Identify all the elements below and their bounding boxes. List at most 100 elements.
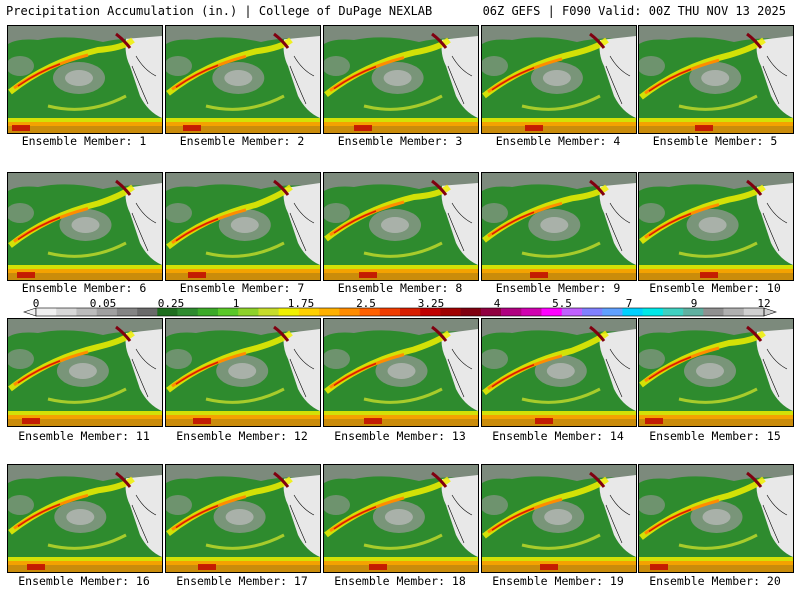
- precip-map-4: [482, 26, 636, 133]
- ensemble-member-label: Ensemble Member: 5: [652, 134, 778, 148]
- ensemble-member-label: Ensemble Member: 15: [649, 429, 781, 443]
- precip-map-11: [8, 319, 162, 426]
- ensemble-member-label: Ensemble Member: 9: [495, 281, 621, 295]
- colorbar-swatch: [278, 308, 300, 316]
- ensemble-member-label: Ensemble Member: 2: [179, 134, 305, 148]
- colorbar-swatch: [298, 308, 320, 316]
- ensemble-panel-11: [7, 318, 163, 427]
- colorbar-swatch: [76, 308, 97, 316]
- colorbar-swatch: [602, 308, 623, 316]
- colorbar-swatch: [561, 308, 583, 316]
- ensemble-member-label: Ensemble Member: 1: [21, 134, 147, 148]
- ensemble-member-label: Ensemble Member: 4: [495, 134, 621, 148]
- precip-map-12: [166, 319, 320, 426]
- colorbar-swatch: [683, 308, 704, 316]
- precip-map-15: [639, 319, 793, 426]
- ensemble-member-label: Ensemble Member: 3: [337, 134, 463, 148]
- colorbar-swatch: [177, 308, 199, 316]
- colorbar-swatch: [642, 308, 664, 316]
- ensemble-panel-9: [481, 172, 637, 281]
- colorbar-tick-label: 0.05: [89, 297, 117, 310]
- ensemble-panel-12: [165, 318, 321, 427]
- colorbar-swatch: [703, 308, 724, 316]
- colorbar-swatch: [582, 308, 603, 316]
- precip-map-9: [482, 173, 636, 280]
- colorbar-swatch: [379, 308, 401, 316]
- colorbar-tick-label: 2.5: [356, 297, 376, 310]
- colorbar-swatch: [541, 308, 563, 316]
- colorbar-swatch: [400, 308, 421, 316]
- ensemble-member-label: Ensemble Member: 12: [176, 429, 308, 443]
- precip-map-17: [166, 465, 320, 572]
- ensemble-panel-14: [481, 318, 637, 427]
- precip-map-1: [8, 26, 162, 133]
- colorbar-swatch: [662, 308, 684, 316]
- colorbar-swatch: [622, 308, 643, 316]
- ensemble-panel-19: [481, 464, 637, 573]
- ensemble-member-label: Ensemble Member: 11: [18, 429, 150, 443]
- colorbar-swatch: [480, 308, 502, 316]
- ensemble-panel-13: [323, 318, 479, 427]
- ensemble-panel-6: [7, 172, 163, 281]
- precip-map-14: [482, 319, 636, 426]
- ensemble-panel-10: [638, 172, 794, 281]
- precip-map-20: [639, 465, 793, 572]
- colorbar-swatch: [743, 308, 765, 316]
- ensemble-member-label: Ensemble Member: 10: [649, 281, 781, 295]
- colorbar-swatch: [258, 308, 279, 316]
- ensemble-panel-4: [481, 25, 637, 134]
- colorbar-tick-label: 0: [32, 297, 40, 310]
- colorbar-tick-label: 9: [690, 297, 698, 310]
- precip-map-18: [324, 465, 478, 572]
- colorbar-swatch: [157, 308, 178, 316]
- ensemble-panel-1: [7, 25, 163, 134]
- precip-map-5: [639, 26, 793, 133]
- colorbar-swatch: [137, 308, 158, 316]
- precip-map-16: [8, 465, 162, 572]
- colorbar: [23, 307, 777, 317]
- run-info: 06Z GEFS | F090 Valid: 00Z THU NOV 13 20…: [482, 4, 786, 18]
- ensemble-member-label: Ensemble Member: 20: [649, 574, 781, 588]
- colorbar-swatch: [723, 308, 745, 316]
- colorbar-swatch: [339, 308, 360, 316]
- colorbar-swatch: [96, 308, 118, 316]
- colorbar-tick-label: 4: [493, 297, 501, 310]
- map-title: Precipitation Accumulation (in.) | Colle…: [6, 4, 433, 18]
- colorbar-swatch: [521, 308, 542, 316]
- ensemble-member-label: Ensemble Member: 6: [21, 281, 147, 295]
- colorbar-tick-label: 0.25: [157, 297, 185, 310]
- colorbar-swatch: [440, 308, 461, 316]
- colorbar-tick-label: 7: [625, 297, 633, 310]
- colorbar-swatch: [56, 308, 77, 316]
- colorbar-swatch: [238, 308, 259, 316]
- ensemble-member-label: Ensemble Member: 7: [179, 281, 305, 295]
- precip-map-7: [166, 173, 320, 280]
- colorbar-swatch: [218, 308, 239, 316]
- colorbar-swatch: [197, 308, 219, 316]
- ensemble-member-label: Ensemble Member: 18: [334, 574, 466, 588]
- colorbar-tick-label: 5.5: [552, 297, 572, 310]
- ensemble-member-label: Ensemble Member: 19: [492, 574, 624, 588]
- precip-map-10: [639, 173, 793, 280]
- colorbar-tick-label: 12: [757, 297, 771, 310]
- colorbar-swatch: [116, 308, 138, 316]
- colorbar-tick-label: 3.25: [417, 297, 445, 310]
- precip-map-3: [324, 26, 478, 133]
- colorbar-swatch: [319, 308, 340, 316]
- ensemble-member-label: Ensemble Member: 16: [18, 574, 150, 588]
- colorbar-swatch: [359, 308, 381, 316]
- ensemble-panel-16: [7, 464, 163, 573]
- precip-map-19: [482, 465, 636, 572]
- ensemble-panel-7: [165, 172, 321, 281]
- colorbar-tick-label: 1.75: [287, 297, 315, 310]
- precip-map-6: [8, 173, 162, 280]
- colorbar-swatch: [460, 308, 482, 316]
- ensemble-panel-20: [638, 464, 794, 573]
- ensemble-panel-2: [165, 25, 321, 134]
- precip-map-8: [324, 173, 478, 280]
- colorbar-swatch: [36, 308, 57, 316]
- ensemble-member-label: Ensemble Member: 8: [337, 281, 463, 295]
- ensemble-panel-5: [638, 25, 794, 134]
- colorbar-swatch: [501, 308, 522, 316]
- ensemble-panel-3: [323, 25, 479, 134]
